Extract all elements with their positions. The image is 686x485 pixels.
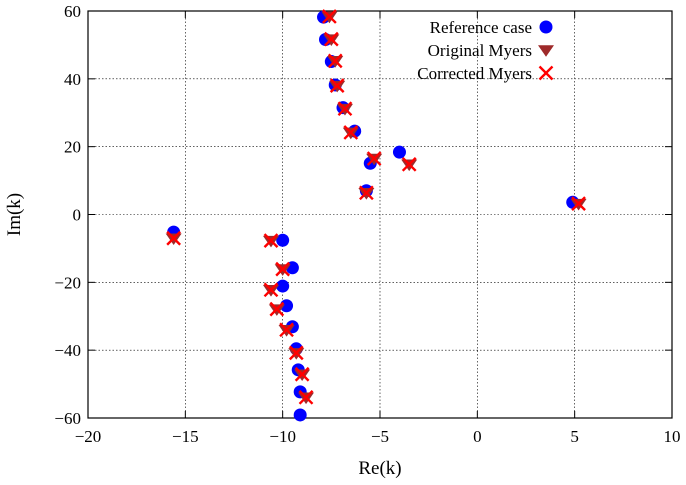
legend-marker (538, 45, 554, 57)
y-tick-label: −60 (54, 409, 81, 428)
data-point (293, 408, 307, 422)
x-marker-stroke (294, 366, 310, 382)
x-marker-stroke (337, 101, 353, 117)
y-tick-label: 20 (64, 138, 81, 157)
x-tick-label: −15 (172, 427, 199, 446)
data-point (269, 301, 285, 317)
data-point (359, 185, 374, 201)
data-point (294, 366, 310, 382)
y-tick-label: 60 (64, 2, 81, 21)
y-tick-label: 40 (64, 70, 81, 89)
axis-ticks: −20 −15 −10 −5 0 5 10 −60 −40 −20 0 20 40 60 (54, 2, 680, 446)
data-point (571, 196, 586, 211)
x-marker-stroke (366, 151, 382, 166)
x-marker-stroke (322, 9, 337, 24)
x-tick-label: −10 (269, 427, 296, 446)
x-marker-stroke (571, 196, 586, 211)
data-point (329, 78, 345, 93)
data-point (401, 156, 417, 172)
y-tick-label: −20 (54, 273, 81, 292)
data-point (275, 261, 291, 277)
legend-label: Corrected Myers (417, 64, 532, 83)
data-point (280, 299, 294, 313)
x-marker-stroke (327, 53, 343, 69)
legend-label: Original Myers (428, 41, 532, 60)
x-tick-label: 5 (570, 427, 579, 446)
x-marker-stroke (401, 156, 417, 172)
x-marker-stroke (329, 78, 345, 93)
y-tick-label: 0 (73, 206, 82, 225)
x-marker-stroke (166, 230, 182, 246)
series-corrected-myers (166, 9, 586, 405)
x-marker-stroke (269, 301, 285, 317)
data-point (343, 125, 359, 140)
y-tick-label: −40 (54, 341, 81, 360)
data-point (288, 345, 304, 361)
x-tick-label: 0 (473, 427, 482, 446)
x-marker-stroke (298, 389, 314, 405)
x-tick-label: 10 (664, 427, 681, 446)
data-point (392, 145, 406, 159)
data-point (323, 31, 339, 47)
x-marker-stroke (263, 282, 279, 298)
x-marker-stroke (359, 185, 374, 201)
x-marker-stroke (275, 261, 291, 277)
data-point (279, 322, 294, 338)
x-marker-stroke (279, 322, 294, 338)
legend-marker (538, 65, 554, 81)
data-point (322, 9, 337, 24)
x-tick-label: −20 (75, 427, 102, 446)
data-point (263, 282, 279, 298)
x-marker-stroke (538, 65, 554, 81)
data-point (327, 53, 343, 69)
legend-label: Reference case (430, 18, 532, 37)
x-marker-stroke (343, 125, 359, 140)
x-tick-label: −5 (371, 427, 389, 446)
x-axis-label: Re(k) (358, 458, 401, 479)
legend-marker (539, 20, 553, 34)
x-marker-stroke (263, 233, 279, 248)
data-point (366, 151, 382, 166)
data-point (166, 230, 182, 246)
gridlines (88, 11, 672, 418)
data-point (298, 389, 314, 405)
data-point (276, 279, 290, 293)
y-axis-label: Im(k) (4, 193, 25, 236)
data-point (263, 233, 279, 248)
data-point (276, 233, 290, 247)
x-marker-stroke (288, 345, 304, 361)
data-points (165, 9, 587, 422)
legend: Reference case Original Myers Corrected My… (417, 18, 554, 83)
x-marker-stroke (323, 31, 339, 47)
data-point (337, 101, 353, 117)
